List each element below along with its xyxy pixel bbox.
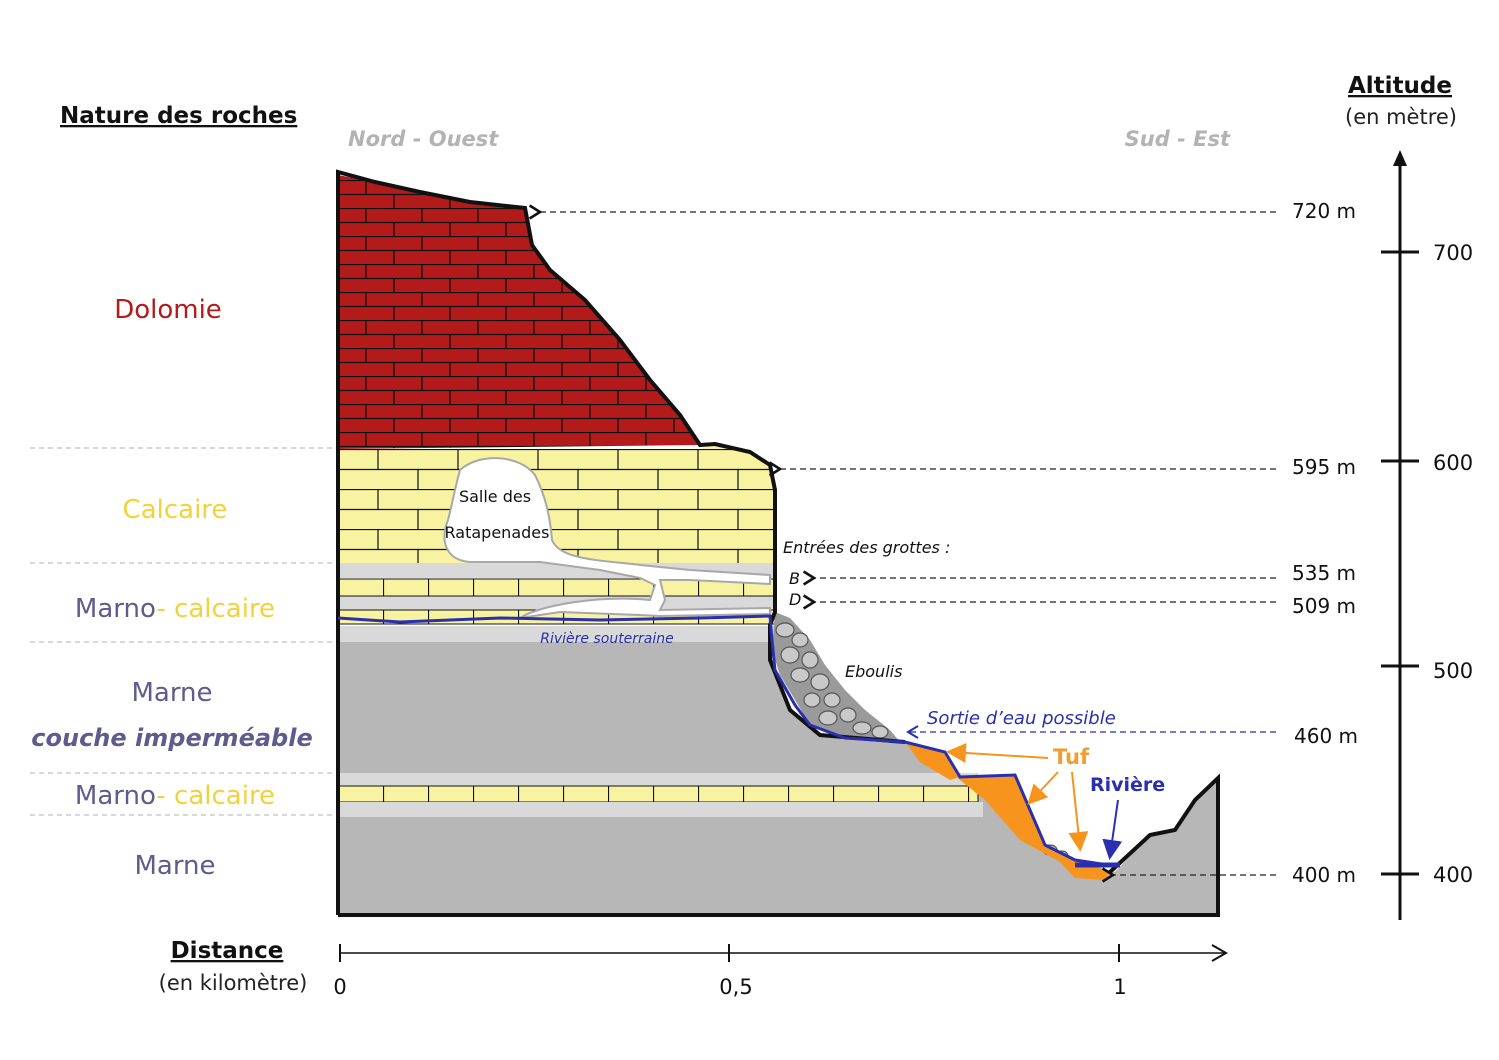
marker-720: 720 m bbox=[1292, 199, 1356, 223]
rock-marne-impermeable: couche imperméable bbox=[31, 724, 312, 752]
marker-509: 509 m bbox=[1292, 594, 1356, 618]
marker-460: 460 m bbox=[1294, 724, 1358, 748]
marl-band-bottom-top bbox=[338, 773, 978, 786]
tufa-arrow-2 bbox=[1027, 771, 1059, 805]
tick-label-700: 700 bbox=[1433, 241, 1473, 265]
altitude-unit: (en mètre) bbox=[1345, 105, 1457, 129]
tick-label-400: 400 bbox=[1433, 863, 1473, 887]
altitude-axis-arrowhead bbox=[1393, 150, 1407, 166]
marker-535: 535 m bbox=[1292, 561, 1356, 585]
tufa-arrow-1 bbox=[946, 742, 1049, 763]
limestone-layer bbox=[338, 444, 775, 563]
limestone-strip-bottom bbox=[337, 785, 979, 803]
cave-room-label-2: Ratapenades bbox=[445, 523, 550, 542]
dolomite-layer bbox=[338, 175, 700, 449]
distance-unit: (en kilomètre) bbox=[159, 971, 308, 995]
river-arrow bbox=[1102, 799, 1123, 860]
water-exit-label: Sortie d’eau possible bbox=[927, 708, 1116, 729]
marker-400: 400 m bbox=[1292, 863, 1356, 887]
rocks-heading: Nature des roches bbox=[60, 103, 297, 129]
altitude-heading: Altitude bbox=[1348, 73, 1452, 99]
rock-marno-part: Marno bbox=[75, 781, 156, 811]
tick-label-500: 500 bbox=[1433, 659, 1473, 683]
rock-dolomie: Dolomie bbox=[114, 295, 222, 325]
cave-entrances-label: Entrées des grottes : bbox=[783, 538, 950, 557]
cave-room bbox=[443, 457, 771, 619]
distance-axis-arrowhead bbox=[1211, 944, 1229, 962]
valley-outline bbox=[338, 773, 1220, 917]
scree-pebbles bbox=[775, 622, 1069, 862]
rock-calcaire-part: - calcaire bbox=[156, 594, 275, 624]
distance-heading: Distance bbox=[171, 938, 284, 964]
rock-body bbox=[336, 169, 1220, 917]
terrain-outline bbox=[336, 169, 906, 915]
tufa-arrow-3 bbox=[1068, 771, 1089, 852]
rock-marno-calcaire-2: Marno- calcaire bbox=[75, 781, 275, 811]
rock-marno-part: Marno bbox=[75, 594, 156, 624]
entrance-d: D bbox=[789, 590, 801, 609]
tufa-upper bbox=[905, 742, 960, 780]
rock-marno-calcaire-1: Marno- calcaire bbox=[75, 594, 275, 624]
river-label: Rivière bbox=[1090, 774, 1165, 796]
marker-595: 595 m bbox=[1292, 455, 1356, 479]
marl-band-bottom-bot bbox=[338, 802, 983, 817]
scree-label: Eboulis bbox=[845, 662, 902, 681]
cave-room-label-1: Salle des bbox=[459, 487, 531, 506]
underground-river-label: Rivière souterraine bbox=[540, 631, 674, 647]
rock-marne-2: Marne bbox=[134, 851, 215, 881]
tick-label-600: 600 bbox=[1433, 451, 1473, 475]
orientation-left: Nord - Ouest bbox=[348, 127, 499, 151]
rock-marne-1: Marne bbox=[131, 678, 212, 708]
dist-label-1: 1 bbox=[1113, 975, 1126, 999]
rock-legend: Nature des roches Dolomie Calcaire Marno… bbox=[30, 103, 336, 881]
marl-band-lower bbox=[338, 626, 775, 642]
dist-label-0: 0 bbox=[333, 975, 346, 999]
altitude-markers bbox=[528, 204, 1276, 883]
orientation-right: Sud - Est bbox=[1125, 127, 1231, 151]
rock-calcaire-part: - calcaire bbox=[156, 781, 275, 811]
altitude-axis: Altitude (en mètre) 700 600 500 400 bbox=[1345, 73, 1473, 920]
rock-calcaire: Calcaire bbox=[123, 495, 228, 525]
dist-label-05: 0,5 bbox=[719, 975, 752, 999]
tufa-label: Tuf bbox=[1053, 745, 1090, 769]
entrance-b: B bbox=[789, 569, 800, 588]
guide-460-arrowhead bbox=[906, 725, 919, 739]
annotations: Salle des Ratapenades Entrées des grotte… bbox=[445, 487, 1165, 860]
altitude-marker-labels: 720 m 595 m 535 m 509 m 460 m 400 m bbox=[1292, 199, 1358, 887]
underground-river bbox=[337, 614, 1116, 868]
distance-axis: Distance (en kilomètre) 0 0,5 1 bbox=[159, 938, 1229, 999]
tufa-lower bbox=[955, 775, 1110, 880]
